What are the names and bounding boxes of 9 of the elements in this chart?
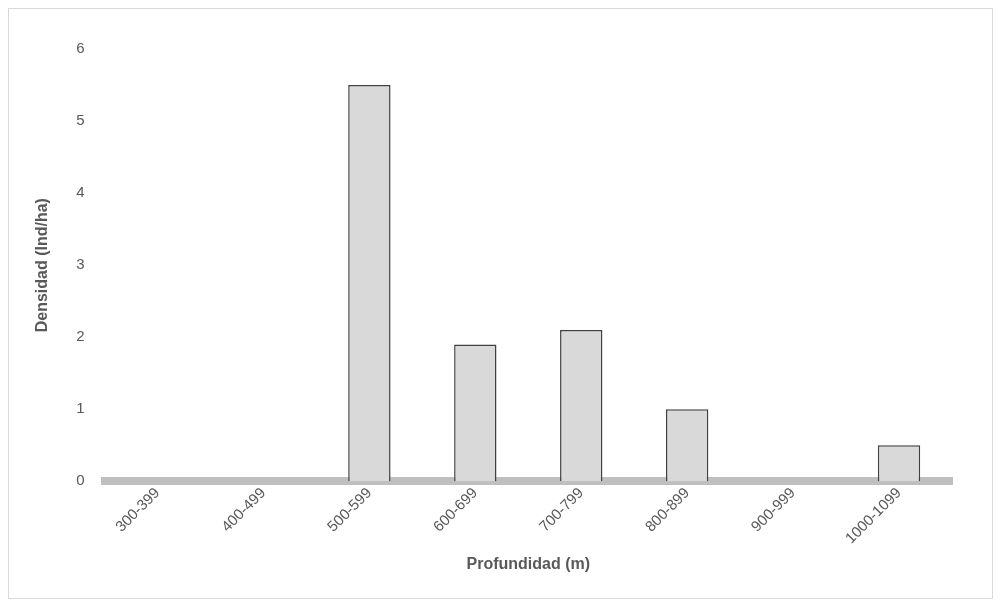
y-axis-title: Densidad (Ind/ha)	[33, 198, 51, 333]
y-tick-label: 1	[76, 399, 85, 417]
x-axis-title: Profundidad (m)	[466, 554, 591, 572]
y-tick-label: 4	[76, 183, 85, 201]
y-tick-label: 5	[76, 111, 85, 129]
y-tick-label: 3	[76, 255, 85, 273]
y-tick-label: 2	[76, 327, 85, 345]
y-tick-label: 0	[76, 471, 85, 489]
y-tick-label: 6	[76, 39, 85, 57]
